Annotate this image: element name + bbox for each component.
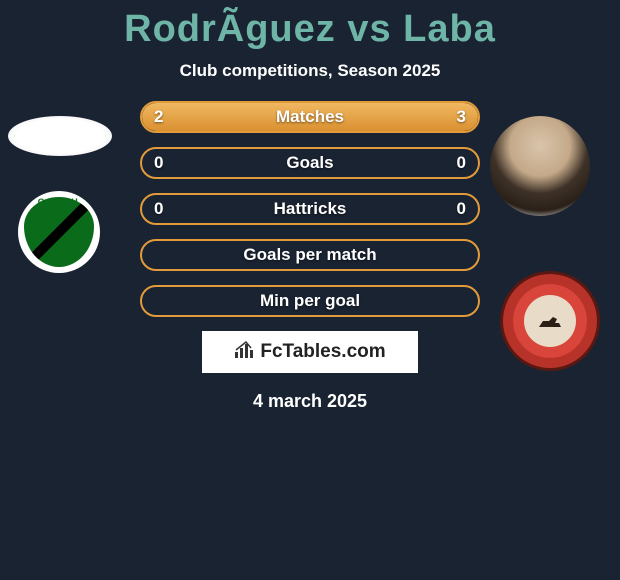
stat-value-left: 0: [154, 147, 163, 179]
player-left-avatar: [8, 116, 112, 156]
team-left-crest: C.A.N.CH.: [18, 191, 100, 273]
stat-value-left: 2: [154, 101, 163, 133]
stat-bar-track: [140, 147, 480, 179]
watermark-badge: FcTables.com: [202, 331, 418, 373]
team-left-crest-shield: [24, 197, 94, 267]
page-subtitle: Club competitions, Season 2025: [0, 61, 620, 81]
stat-bar-track: [140, 101, 480, 133]
team-right-crest: [500, 271, 600, 371]
chart-icon: [234, 341, 256, 364]
stat-bar-track: [140, 193, 480, 225]
stat-bar-track: [140, 285, 480, 317]
stat-row: Goals00: [140, 147, 480, 179]
stat-bar-track: [140, 239, 480, 271]
player-right-avatar: [490, 116, 590, 216]
stat-bar-fill-right: [276, 103, 478, 131]
stat-row: Goals per match: [140, 239, 480, 271]
watermark-text: FcTables.com: [260, 341, 385, 363]
stat-value-right: 0: [457, 147, 466, 179]
stat-row: Hattricks00: [140, 193, 480, 225]
stat-row: Min per goal: [140, 285, 480, 317]
stats-bars: Matches23Goals00Hattricks00Goals per mat…: [140, 101, 480, 317]
content-area: C.A.N.CH. Matches23Goals00Hattricks00Goa…: [0, 101, 620, 412]
page-title: RodrÃ­guez vs Laba: [0, 0, 620, 51]
team-right-crest-center: [524, 295, 576, 347]
date-label: 4 march 2025: [0, 391, 620, 412]
stat-value-right: 0: [457, 193, 466, 225]
stat-value-right: 3: [457, 101, 466, 133]
stat-value-left: 0: [154, 193, 163, 225]
stat-row: Matches23: [140, 101, 480, 133]
dog-icon: [535, 311, 565, 331]
